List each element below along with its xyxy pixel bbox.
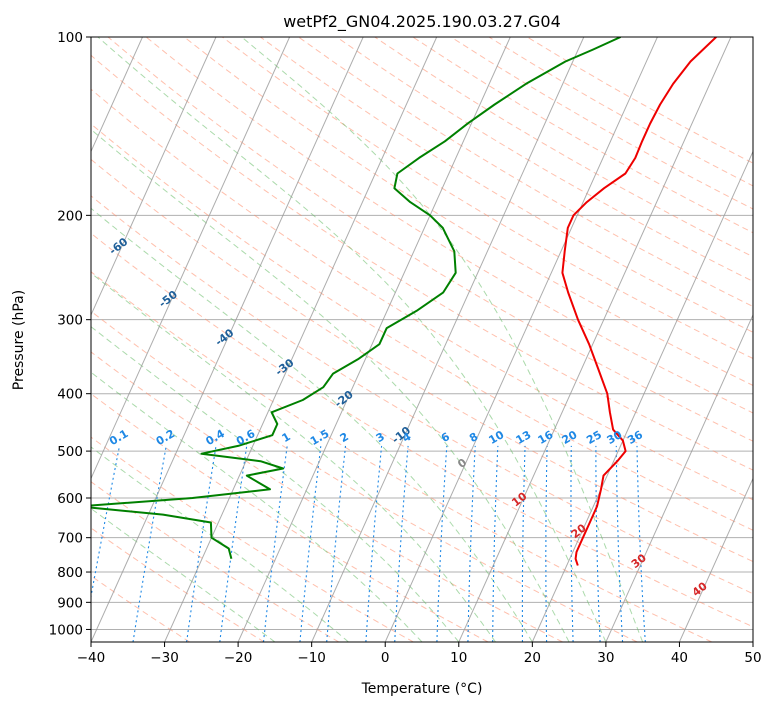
x-tick-label: 10 (450, 650, 467, 666)
dry-adiabat (145, 37, 753, 414)
mixing-ratio-line (492, 445, 499, 642)
plot-frame (90, 36, 754, 643)
mixing-ratio-line (91, 445, 121, 600)
mixing-ratio-line (436, 445, 448, 642)
moist-adiabat (97, 37, 607, 642)
x-tick-label: 50 (744, 650, 761, 666)
moist-adiabat (241, 37, 644, 642)
mixing-ratio-line (595, 445, 601, 642)
dry-adiabats (91, 37, 753, 642)
isotherm (237, 37, 511, 642)
profile-lines (91, 37, 717, 566)
moist-adiabat (91, 326, 460, 642)
mixing-ratio-lines (91, 445, 646, 642)
mixing-ratio-line (219, 445, 248, 642)
mixing-ratio-line (186, 445, 217, 642)
y-tick-label: 800 (57, 565, 83, 581)
x-tick-label: −40 (77, 650, 106, 666)
moist-adiabat (91, 507, 276, 642)
mixing-ratio-line (545, 445, 548, 642)
x-tick-label: 0 (381, 650, 390, 666)
dry-adiabat (91, 195, 753, 595)
y-tick-label: 300 (57, 313, 83, 329)
x-tick-label: −20 (224, 650, 253, 666)
x-tick-label: 20 (524, 650, 541, 666)
isotherm (91, 37, 143, 153)
y-tick-label: 600 (57, 491, 83, 507)
isotherm (91, 37, 217, 317)
x-axis-label: Temperature (°C) (361, 681, 483, 697)
x-tick-label: 40 (671, 650, 688, 666)
dewpoint-line (91, 37, 622, 560)
chart-title: wetPf2_GN04.2025.190.03.27.G04 (283, 12, 561, 32)
dry-adiabat (107, 37, 753, 442)
moist-adiabats (91, 37, 644, 642)
mixing-ratio-line (365, 445, 383, 642)
mixing-ratio-line (521, 445, 526, 642)
y-tick-label: 1000 (49, 622, 83, 638)
mixing-ratio-line (132, 445, 167, 642)
mixing-ratio-line (467, 445, 476, 642)
y-tick-label: 200 (57, 208, 83, 224)
isotherm (91, 37, 291, 480)
isotherm (458, 37, 732, 642)
x-tick-label: 30 (597, 650, 614, 666)
isotherm (91, 37, 364, 642)
y-axis-label: Pressure (hPa) (11, 290, 27, 390)
isotherm (164, 37, 438, 642)
moist-adiabat (91, 207, 533, 642)
x-axis-ticks: −40 −30 −20 −10 0 10 20 30 40 50 (77, 642, 762, 666)
mixing-ratio-line (636, 445, 646, 642)
mixing-ratio-line (299, 445, 322, 642)
isotherm (531, 150, 753, 642)
isotherm (605, 313, 753, 642)
dry-adiabat (91, 351, 563, 642)
mixing-ratio-line (570, 445, 574, 642)
mixing-ratio-line (326, 445, 347, 642)
dry-adiabat (91, 436, 414, 642)
moist-adiabat (91, 446, 349, 642)
y-tick-label: 900 (57, 595, 83, 611)
isotherm (678, 477, 753, 642)
y-axis-ticks: 100 200 300 400 500 600 700 800 900 1000 (49, 30, 91, 638)
mixing-ratio-line (394, 445, 409, 642)
isotherms (91, 37, 753, 642)
plot-area: -100-90-80-70-60-50-40-30-20-10010203040… (91, 37, 753, 642)
x-tick-label: −10 (297, 650, 326, 666)
mixing-ratio-line (262, 445, 288, 642)
x-tick-label: −30 (150, 650, 179, 666)
isotherm (311, 37, 585, 642)
moist-adiabat (91, 272, 496, 642)
dry-adiabat (298, 37, 753, 308)
dry-adiabat (91, 232, 753, 628)
moist-adiabat (91, 371, 423, 642)
dry-adiabat (91, 481, 340, 642)
temperature-line (561, 37, 717, 566)
dry-adiabat (91, 310, 638, 642)
y-tick-label: 500 (57, 444, 83, 460)
y-tick-label: 700 (57, 531, 83, 547)
dry-adiabat (260, 37, 753, 333)
dry-adiabat (91, 123, 753, 531)
mixing-ratio-line (615, 445, 624, 642)
dry-adiabat (91, 88, 753, 501)
isotherm (384, 37, 658, 642)
y-tick-label: 100 (57, 30, 83, 46)
y-tick-label: 400 (57, 387, 83, 403)
